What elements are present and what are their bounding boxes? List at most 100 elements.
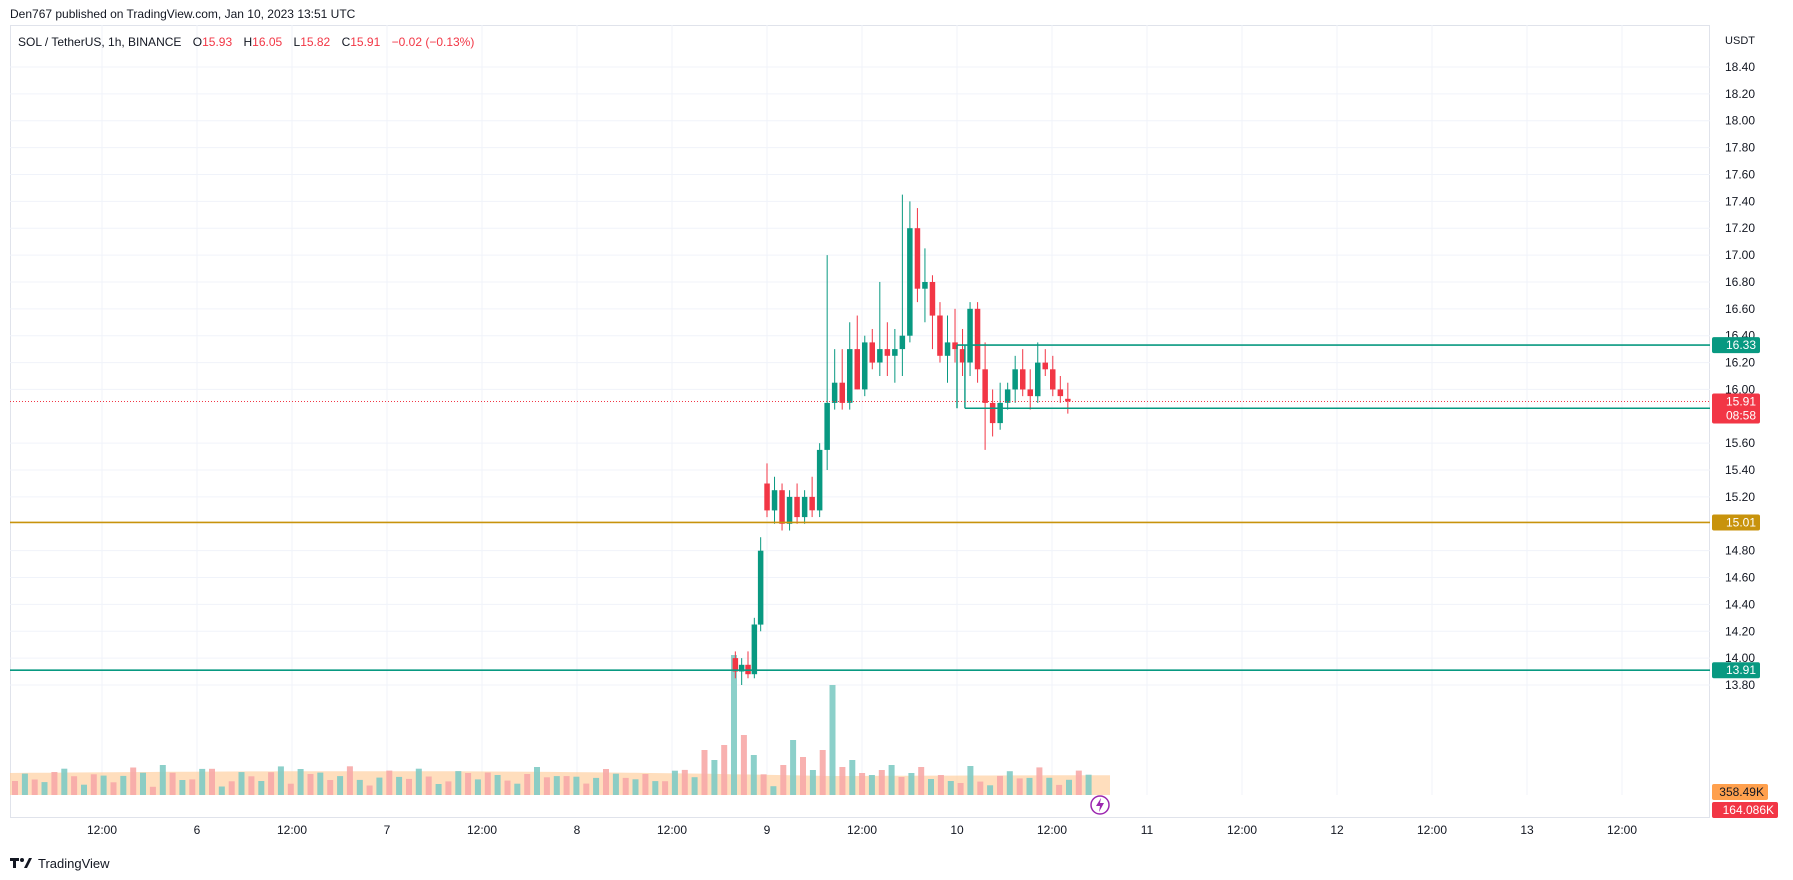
candle-body [922,282,928,289]
volume-bar [652,781,659,795]
candle-body [884,349,891,356]
candle-body [997,402,1003,424]
volume-bar [859,773,866,795]
symbol-legend: SOL / TetherUS, 1h, BINANCE O15.93 H16.0… [18,35,474,49]
candle-body [771,490,778,511]
volume-bar [829,685,836,795]
volume-bar [406,778,412,795]
volume-bar [750,755,757,795]
volume-bar [366,785,373,795]
volume-bar [307,774,314,795]
volume-bar [671,770,678,795]
volume-bar [721,745,728,795]
volume-bar [957,783,964,795]
x-tick-label: 11 [1141,823,1154,837]
open-label: O [192,35,203,49]
volume-bar [218,786,225,795]
volume-bar [908,773,915,795]
volume-bar [1066,779,1072,795]
volume-bar [415,768,422,795]
x-tick-label: 6 [194,823,201,837]
volume-bar [494,775,501,795]
candle-body [869,342,875,363]
y-tick-label: 17.20 [1725,221,1755,235]
y-tick-label: 15.60 [1725,436,1755,450]
volume-bar [563,776,570,795]
candle-body [1012,369,1018,390]
volume-bar [662,781,669,795]
candle-body [1050,369,1056,390]
volume-bar [997,775,1003,795]
volume-bar [445,781,452,795]
volume-bar [61,768,68,795]
volume-bar [455,771,462,795]
volume-bar [573,776,580,795]
volume-bar [603,769,609,795]
volume-bar [524,774,531,795]
candle-body [944,342,951,356]
volume-bar [21,773,28,795]
volume-bar [760,774,767,795]
y-tick-label: 18.40 [1725,60,1755,74]
volume-bar [819,750,826,795]
volume-bar [130,767,137,795]
volume-bar [376,777,383,795]
symbol-label: SOL / TetherUS, 1h, BINANCE [18,35,182,49]
candle-body [801,496,808,518]
candle-body [779,490,785,524]
volume-bar [918,767,925,795]
volume-bar [543,777,550,795]
candle-body [892,349,898,356]
candle-body [847,349,853,403]
volume-bar [277,766,284,795]
x-tick-label: 12:00 [847,823,877,837]
volume-bar [681,769,688,795]
volume-bar [268,772,275,795]
volume-bar [878,770,885,795]
volume-bar [258,781,265,795]
volume-bar [12,781,18,795]
y-tick-label: 14.80 [1725,544,1755,558]
volume-bar [514,783,521,795]
vol-last-value: 164.086K [1723,803,1774,817]
volume-bar [81,784,87,795]
last-price-value: 15.91 [1726,395,1756,409]
volume-bar [553,776,560,795]
x-tick-label: 12:00 [467,823,497,837]
volume-bar [1006,771,1013,795]
volume-bar [632,779,639,795]
volume-bar [248,776,255,795]
x-tick-label: 10 [950,823,964,837]
green-level-low-tag-text: 13.91 [1726,663,1756,677]
volume-bar [337,776,344,795]
candle-body [809,496,815,511]
volume-bar [534,767,540,795]
volume-bar [100,775,107,795]
change-value: −0.02 (−0.13%) [391,35,475,49]
candle-body [1027,389,1033,397]
y-tick-label: 15.20 [1725,490,1755,504]
volume-bar [701,750,708,795]
volume-bar [622,777,629,795]
candle-body [989,402,996,424]
candle-body [899,335,906,350]
volume-bar [41,782,48,795]
y-tick-label: 17.00 [1725,248,1755,262]
volume-bar [110,782,117,795]
candle-body [907,228,913,336]
volume-bar [169,772,176,795]
volume-bar [740,735,747,795]
lightning-icon[interactable] [1090,795,1110,815]
x-tick-label: 12:00 [1607,823,1637,837]
open-value: 15.93 [202,35,233,49]
tradingview-logo-icon [10,858,32,868]
candle-body [967,308,973,363]
volume-bar [140,772,146,795]
volume-bar [888,765,895,795]
candle-body [786,496,793,524]
y-tick-label: 17.60 [1725,167,1755,181]
volume-bar [317,772,324,795]
candle-body [914,228,921,289]
brand-name: TradingView [38,855,110,871]
